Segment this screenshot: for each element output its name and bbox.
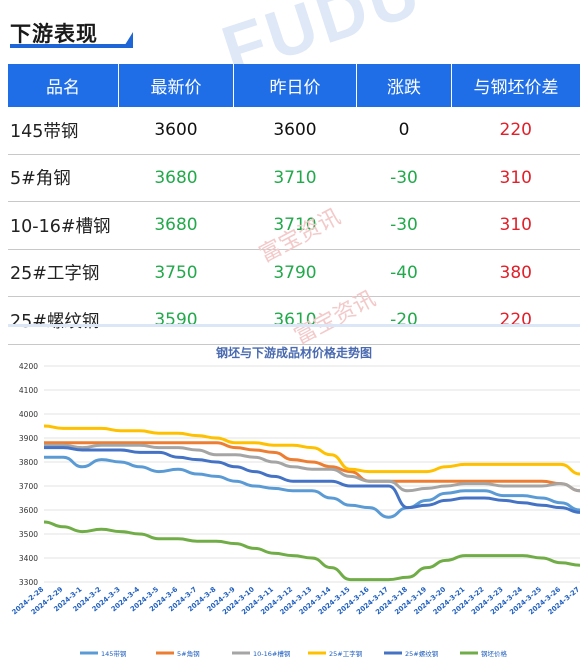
header-prev: 昨日价 [233, 64, 357, 107]
y-tick-label: 3600 [19, 506, 38, 515]
series-line-2 [44, 443, 581, 493]
y-tick-label: 3400 [19, 554, 38, 563]
series-line-4 [44, 446, 581, 514]
y-tick-label: 4000 [19, 410, 38, 419]
chart-legend: 145带钢 5#角钢 10-16#槽钢 25#工字钢 25#螺纹钢 钢坯价格 [80, 649, 508, 658]
legend-label: 钢坯价格 [481, 649, 508, 658]
chart-title: 钢坯与下游成品材价格走势图 [216, 345, 372, 360]
y-tick-label: 3800 [19, 458, 38, 467]
row-prev: 3790 [233, 249, 357, 297]
row-spread: 220 [451, 107, 580, 155]
table-row: 145带钢 3600 3600 0 220 [8, 107, 580, 155]
chart-grid [44, 365, 580, 583]
row-change: -30 [356, 201, 452, 250]
y-axis-ticks: 3300 3400 3500 3600 3700 3800 3900 4000 4100 4200 [19, 362, 38, 587]
row-name: 145带钢 [8, 107, 119, 155]
row-prev: 3600 [233, 107, 357, 155]
row-spread: 380 [451, 249, 580, 297]
title-underline [10, 44, 126, 48]
y-tick-label: 3700 [19, 482, 38, 491]
row-latest: 3680 [118, 154, 234, 202]
row-prev: 3610 [233, 296, 357, 345]
row-name: 25#工字钢 [8, 249, 119, 297]
price-trend-chart: 钢坯与下游成品材价格走势图 3300 3400 3500 3600 3700 3800 39… [10, 345, 581, 658]
y-tick-label: 3500 [19, 530, 38, 539]
table-row: 5#角钢 3680 3710 -30 310 [8, 154, 580, 202]
row-change: 0 [356, 107, 452, 155]
row-latest: 3680 [118, 201, 234, 250]
title-notch [123, 32, 133, 48]
row-spread: 310 [451, 201, 580, 250]
row-latest: 3600 [118, 107, 234, 155]
row-spread: 220 [451, 296, 580, 345]
row-change: -20 [356, 296, 452, 345]
header-change: 涨跌 [356, 64, 452, 107]
row-name: 10-16#槽钢 [8, 201, 119, 250]
row-name: 5#角钢 [8, 154, 119, 202]
price-table: 品名 最新价 昨日价 涨跌 与钢坯价差 145带钢 3600 3600 0 22… [8, 64, 580, 345]
table-row: 25#工字钢 3750 3790 -40 380 [8, 249, 580, 297]
row-prev: 3710 [233, 154, 357, 202]
series-line-0 [43, 455, 581, 519]
legend-label: 25#螺纹钢 [405, 649, 439, 658]
legend-label: 145带钢 [101, 650, 127, 658]
section-divider [8, 324, 580, 327]
y-tick-label: 3900 [19, 434, 38, 443]
row-spread: 310 [451, 154, 580, 202]
x-axis-ticks: 2024-2-282024-2-292024-3-12024-3-22024-3… [10, 585, 581, 616]
table-row: 10-16#槽钢 3680 3710 -30 310 [8, 201, 580, 250]
y-tick-label: 4100 [19, 386, 38, 395]
series-line-5 [43, 520, 581, 582]
header-name: 品名 [8, 64, 119, 107]
row-change: -40 [356, 249, 452, 297]
series-line-1 [44, 441, 581, 493]
section-header: 下游表现 [10, 18, 133, 48]
header-latest: 最新价 [118, 64, 234, 107]
row-change: -30 [356, 154, 452, 202]
row-prev: 3710 [233, 201, 357, 250]
legend-label: 10-16#槽钢 [253, 649, 291, 658]
table-header-row: 品名 最新价 昨日价 涨跌 与钢坯价差 [8, 64, 580, 107]
section-title: 下游表现 [10, 22, 98, 46]
chart-series [43, 424, 581, 582]
y-tick-label: 4200 [19, 362, 38, 371]
header-spread: 与钢坯价差 [451, 64, 580, 107]
legend-label: 25#工字钢 [329, 649, 363, 658]
y-tick-label: 3300 [19, 578, 38, 587]
series-line-3 [43, 424, 581, 476]
legend-label: 5#角钢 [177, 649, 200, 658]
row-latest: 3750 [118, 249, 234, 297]
